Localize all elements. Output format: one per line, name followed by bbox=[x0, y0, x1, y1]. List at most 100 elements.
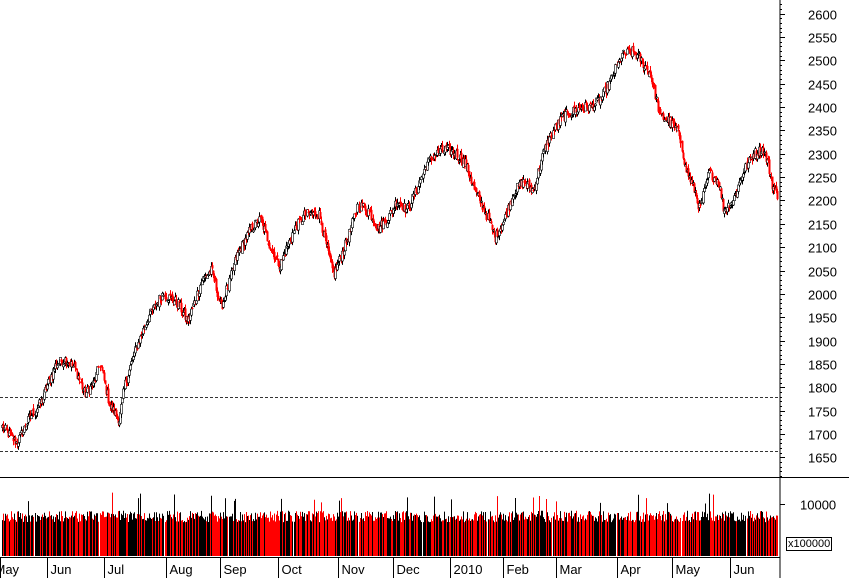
candle-body bbox=[656, 98, 659, 100]
candle-body bbox=[619, 61, 622, 63]
candle-body bbox=[374, 224, 377, 227]
candle-body bbox=[478, 191, 481, 198]
candle-body bbox=[2, 424, 5, 431]
candle-body bbox=[641, 58, 644, 60]
candle-body bbox=[626, 48, 629, 55]
month-label: Feb bbox=[507, 562, 529, 577]
candle-body bbox=[702, 191, 705, 204]
candle-body bbox=[102, 370, 105, 374]
candle-body bbox=[473, 181, 476, 190]
candle-body bbox=[379, 226, 382, 233]
candle-body bbox=[382, 220, 385, 230]
candle-body bbox=[483, 206, 486, 212]
candle-body bbox=[52, 368, 55, 380]
price-tick-label: 2500 bbox=[808, 54, 837, 69]
candle-body bbox=[468, 171, 471, 178]
candle-body bbox=[720, 188, 723, 199]
month-label: Jun bbox=[734, 562, 755, 577]
month-label: Mar bbox=[560, 562, 583, 577]
candle-body bbox=[460, 152, 463, 163]
candle-body bbox=[399, 201, 402, 205]
candle-body bbox=[175, 299, 178, 304]
volume-tick-label: 10000 bbox=[800, 498, 836, 513]
candle-body bbox=[171, 294, 174, 301]
candle-body bbox=[115, 409, 118, 417]
candle-body bbox=[339, 257, 342, 259]
candle-body bbox=[225, 285, 228, 297]
candle-body bbox=[72, 365, 75, 368]
candle-body bbox=[696, 197, 699, 204]
candle-body bbox=[236, 252, 239, 261]
candle-body bbox=[623, 52, 626, 54]
candle-body bbox=[162, 295, 165, 297]
price-tick-label: 1850 bbox=[808, 358, 837, 373]
candle-body bbox=[343, 250, 346, 256]
price-tick-label: 2400 bbox=[808, 101, 837, 116]
month-label: Oct bbox=[282, 562, 303, 577]
candle-body bbox=[718, 182, 721, 189]
price-tick-label: 2450 bbox=[808, 78, 837, 93]
candle-body bbox=[627, 46, 630, 49]
candle-body bbox=[646, 65, 649, 71]
candle-body bbox=[662, 113, 665, 120]
candle-body bbox=[759, 147, 762, 156]
candle-body bbox=[291, 232, 294, 243]
candle-body bbox=[356, 203, 359, 213]
candle-body bbox=[582, 107, 585, 110]
candle-body bbox=[679, 135, 682, 144]
candle-body bbox=[687, 168, 690, 177]
candle-body bbox=[60, 359, 63, 363]
candle-body bbox=[744, 163, 747, 172]
candle-body bbox=[765, 152, 768, 162]
candle-body bbox=[48, 377, 51, 379]
candle-body bbox=[604, 85, 607, 87]
candle-body bbox=[365, 211, 368, 213]
candle-body bbox=[532, 189, 535, 192]
candle-body bbox=[490, 221, 493, 224]
candle-body bbox=[351, 218, 354, 228]
candle-body bbox=[401, 203, 404, 210]
candle-body bbox=[266, 231, 269, 242]
month-label: Dec bbox=[397, 562, 421, 577]
candle-body bbox=[621, 53, 624, 59]
candle-body bbox=[536, 177, 539, 185]
candle-body bbox=[325, 235, 328, 245]
candle-body bbox=[624, 53, 627, 56]
candle-body bbox=[775, 186, 778, 192]
candle-body bbox=[125, 379, 128, 383]
candle-body bbox=[76, 371, 79, 379]
candle-body bbox=[127, 375, 130, 384]
candle-body bbox=[293, 230, 296, 234]
candle-body bbox=[733, 195, 736, 201]
candle-body bbox=[258, 216, 261, 223]
candle-body bbox=[97, 366, 100, 368]
candle-body bbox=[246, 232, 249, 240]
candle-body bbox=[159, 296, 162, 300]
candle-body bbox=[132, 356, 135, 360]
candle-body bbox=[300, 219, 303, 223]
candle-body bbox=[434, 156, 437, 158]
candle-body bbox=[475, 188, 478, 193]
candle-body bbox=[30, 415, 33, 420]
candle-body bbox=[771, 176, 774, 190]
candle-body bbox=[566, 110, 569, 112]
candle-body bbox=[493, 232, 496, 235]
candle-body bbox=[173, 300, 176, 306]
candle-body bbox=[742, 173, 745, 178]
price-tick-label: 1750 bbox=[808, 405, 837, 420]
candle-body bbox=[328, 250, 331, 256]
candle-body bbox=[695, 192, 698, 197]
candle-body bbox=[284, 255, 287, 257]
candle-body bbox=[107, 388, 110, 404]
candle-body bbox=[564, 111, 567, 123]
candle-body bbox=[329, 253, 332, 259]
candle-body bbox=[338, 256, 341, 262]
candle-body bbox=[413, 195, 416, 197]
candle-body bbox=[148, 314, 151, 322]
candle-body bbox=[496, 229, 499, 238]
candle-body bbox=[212, 270, 215, 276]
candle-body bbox=[139, 335, 142, 344]
candle-body bbox=[588, 104, 591, 112]
candle-body bbox=[385, 219, 388, 226]
price-tick-label: 1800 bbox=[808, 381, 837, 396]
